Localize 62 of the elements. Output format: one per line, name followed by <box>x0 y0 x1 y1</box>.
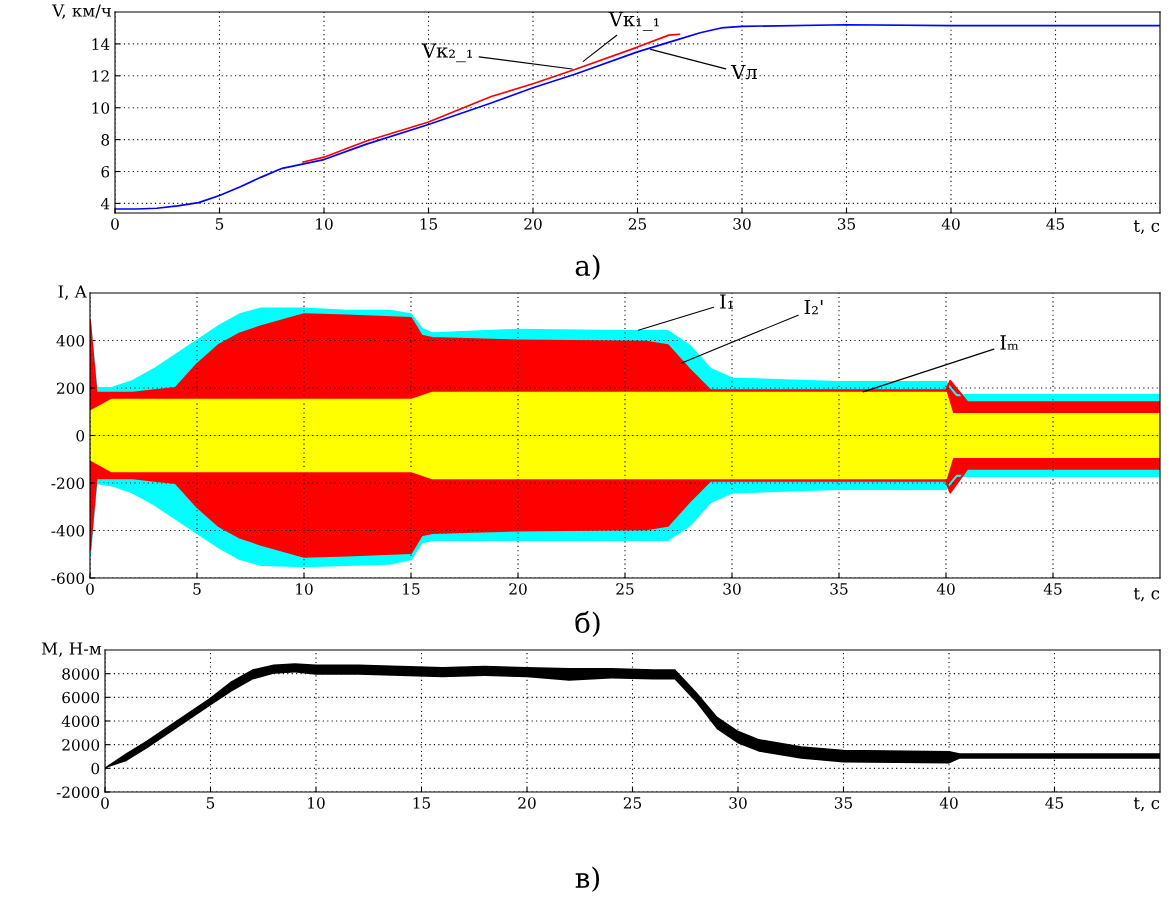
x-tick-label: 20 <box>509 583 527 595</box>
y-tick-label: 6 <box>101 165 110 178</box>
annotation: I₁ <box>720 294 733 309</box>
x-tick-label: 10 <box>316 218 333 230</box>
x-tick-label: 35 <box>830 583 848 595</box>
x-tick-label: 15 <box>413 797 431 809</box>
y-axis-title: М, Н-м <box>41 642 102 657</box>
x-tick-label: 45 <box>1043 583 1062 595</box>
y-tick-label: -200 <box>51 477 85 490</box>
x-tick-label: 35 <box>834 797 853 809</box>
y-tick-label: 0 <box>76 429 85 442</box>
text: в) <box>575 866 600 892</box>
y-tick-label: -2000 <box>56 786 100 799</box>
y-tick-label: 0 <box>91 762 100 775</box>
y-tick-label: 6000 <box>62 691 100 704</box>
x-tick-label: 30 <box>729 797 747 809</box>
x-tick-label: 20 <box>518 797 536 809</box>
x-axis-title: t, c <box>1133 797 1160 812</box>
text: а) <box>575 254 600 280</box>
x-tick-label: 5 <box>193 583 201 595</box>
x-tick-label: 0 <box>111 218 119 230</box>
x-axis-title: t, c <box>1133 587 1160 602</box>
x-tick-label: 40 <box>941 218 960 230</box>
y-tick-label: 2000 <box>62 739 100 751</box>
x-tick-label: 25 <box>616 583 634 595</box>
y-tick-label: -400 <box>51 524 85 537</box>
x-tick-label: 40 <box>939 797 958 809</box>
y-tick-label: 12 <box>92 70 109 82</box>
x-tick-label: 10 <box>296 583 313 595</box>
x-axis-title: t, c <box>1133 220 1160 234</box>
x-tick-label: 30 <box>733 218 751 230</box>
x-tick-label: 25 <box>628 218 647 230</box>
x-tick-label: 35 <box>837 218 856 230</box>
x-tick-label: 10 <box>308 797 325 809</box>
line-series <box>302 33 681 163</box>
y-tick-label: 4 <box>100 197 110 210</box>
x-tick-label: 5 <box>206 797 215 809</box>
y-tick-label: 400 <box>56 334 85 347</box>
y-tick-label: 14 <box>92 38 110 50</box>
x-tick-label: 30 <box>723 583 741 595</box>
y-tick-label: 8 <box>101 134 110 146</box>
y-tick-label: 10 <box>92 102 110 114</box>
y-tick-label: 8000 <box>62 668 100 680</box>
y-axis-title: I, A <box>58 285 87 300</box>
annotation: I₂' <box>804 299 823 315</box>
x-tick-label: 45 <box>1045 797 1064 809</box>
x-tick-label: 40 <box>936 583 955 595</box>
x-tick-label: 25 <box>623 797 642 809</box>
annotation: Vл <box>731 64 757 80</box>
annotation: Vк₂_₁ <box>421 43 473 63</box>
y-tick-label: 200 <box>57 382 85 395</box>
y-tick-label: 4000 <box>61 715 100 728</box>
annotation: Iₘ <box>1000 335 1019 350</box>
x-tick-label: 20 <box>524 218 542 230</box>
x-tick-label: 5 <box>215 218 224 230</box>
x-tick-label: 15 <box>403 583 420 595</box>
annotation: Vк₁_₁ <box>608 12 659 31</box>
text: б) <box>575 611 600 637</box>
x-tick-label: 15 <box>420 218 438 230</box>
y-tick-label: -600 <box>51 572 85 585</box>
y-axis-title: V, км/ч <box>51 4 111 19</box>
x-tick-label: 45 <box>1046 218 1065 230</box>
